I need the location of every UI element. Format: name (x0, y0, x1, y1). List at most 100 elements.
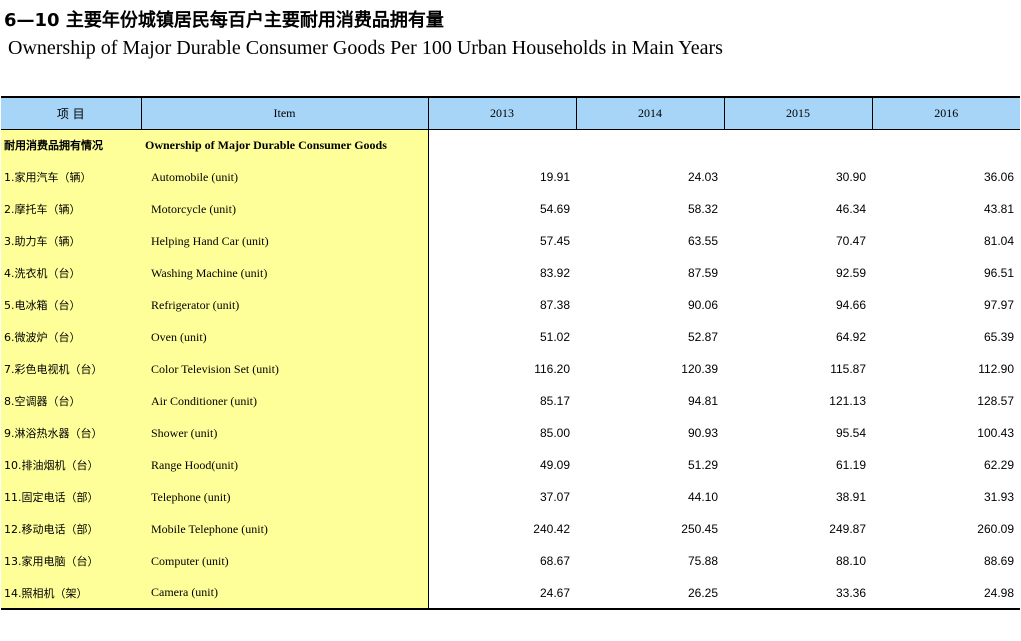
table-row: 2.摩托车（辆） Motorcycle (unit) 54.69 58.32 46.34… (1, 193, 1020, 225)
value-cell-2013: 240.42 (533, 522, 570, 536)
value-cell-2013: 87.38 (539, 298, 570, 312)
value-cell-2015: 61.19 (835, 458, 866, 472)
value-cell-2013: 54.69 (539, 202, 570, 216)
row-label-cn: 14.照相机（架） (1, 577, 141, 610)
value-cell-2016: 128.57 (977, 394, 1014, 408)
value-cell-2015: 115.87 (830, 362, 866, 376)
value-cell-2016: 43.81 (983, 202, 1014, 216)
value-cell-2016: 24.98 (872, 577, 1020, 610)
table-row: 12.移动电话（部） Mobile Telephone (unit) 240.42 2… (1, 513, 1020, 545)
table-row: 11.固定电话（部） Telephone (unit) 37.07 44.10 38.9… (1, 481, 1020, 513)
value-cell-2015: 30.90 (835, 170, 866, 184)
row-label-cn: 8.空调器（台） (1, 385, 141, 417)
value-cell-2014: 63.55 (687, 234, 718, 248)
value-cell-2014: 51.29 (687, 458, 718, 472)
value-cell-2015: 121.13 (829, 394, 866, 408)
value-cell-2013: 57.45 (539, 234, 570, 248)
value-cell-2015: 38.91 (835, 490, 866, 504)
empty-cell (576, 129, 724, 161)
row-label-en: Automobile (unit) (141, 161, 429, 193)
value-cell-2015: 95.54 (835, 426, 866, 440)
value-cell-2014: 44.10 (687, 490, 718, 504)
value-cell-2016: 88.69 (983, 554, 1014, 568)
section-row: 耐用消费品拥有情况 Ownership of Major Durable Con… (1, 129, 1020, 161)
row-label-en: Telephone (unit) (141, 481, 429, 513)
section-label-en: Ownership of Major Durable Consumer Good… (141, 129, 429, 161)
value-cell-2015: 92.59 (835, 266, 866, 280)
page-title-en: Ownership of Major Durable Consumer Good… (8, 37, 723, 59)
table-row: 5.电冰箱（台） Refrigerator (unit) 87.38 90.06 94.… (1, 289, 1020, 321)
value-cell-2014: 250.45 (681, 522, 718, 536)
row-label-en: Motorcycle (unit) (141, 193, 429, 225)
row-label-cn: 9.淋浴热水器（台） (1, 417, 141, 449)
value-cell-2016: 31.93 (983, 490, 1014, 504)
value-cell-2016: 36.06 (983, 170, 1014, 184)
value-cell-2015: 64.92 (835, 330, 866, 344)
value-cell-2014: 26.25 (576, 577, 724, 610)
value-cell-2014: 52.87 (687, 330, 718, 344)
row-label-en: Color Television Set (unit) (141, 353, 429, 385)
table-row: 13.家用电脑（台） Computer (unit) 68.67 75.88 88.10… (1, 545, 1020, 577)
row-label-cn: 6.微波炉（台） (1, 321, 141, 353)
durable-goods-table: 项 目 Item 2013 2014 2015 2016 耐用消费品拥有情况 O… (1, 96, 1020, 610)
value-cell-2014: 24.03 (687, 170, 718, 184)
value-cell-2016: 62.29 (983, 458, 1014, 472)
value-cell-2013: 85.17 (539, 394, 570, 408)
value-cell-2013: 116.20 (534, 362, 570, 376)
value-cell-2016: 97.97 (983, 298, 1014, 312)
row-label-en: Mobile Telephone (unit) (141, 513, 429, 545)
value-cell-2013: 68.67 (539, 554, 570, 568)
value-cell-2013: 85.00 (539, 426, 570, 440)
value-cell-2016: 81.04 (983, 234, 1014, 248)
row-label-cn: 11.固定电话（部） (1, 481, 141, 513)
row-label-cn: 2.摩托车（辆） (1, 193, 141, 225)
value-cell-2016: 96.51 (983, 266, 1014, 280)
empty-cell (428, 129, 576, 161)
table-row: 4.洗衣机（台） Washing Machine (unit) 83.92 87.59… (1, 257, 1020, 289)
column-header-2013: 2013 (427, 96, 576, 130)
table-row: 10.排油烟机（台） Range Hood(unit) 49.09 51.29 61.1… (1, 449, 1020, 481)
section-label-cn: 耐用消费品拥有情况 (1, 129, 141, 161)
row-label-en: Shower (unit) (141, 417, 429, 449)
row-label-cn: 12.移动电话（部） (1, 513, 141, 545)
value-cell-2015: 46.34 (835, 202, 866, 216)
value-cell-2013: 19.91 (539, 170, 570, 184)
value-cell-2016: 65.39 (983, 330, 1014, 344)
value-cell-2016: 100.43 (977, 426, 1014, 440)
table-row: 1.家用汽车（辆） Automobile (unit) 19.91 24.03 30.9… (1, 161, 1020, 193)
table-header-row: 项 目 Item 2013 2014 2015 2016 (1, 96, 1020, 130)
value-cell-2014: 87.59 (687, 266, 718, 280)
row-label-en: Helping Hand Car (unit) (141, 225, 429, 257)
value-cell-2015: 33.36 (724, 577, 872, 610)
page-title-cn: 6—10 主要年份城镇居民每百户主要耐用消费品拥有量 (4, 10, 444, 31)
row-label-en: Computer (unit) (141, 545, 429, 577)
row-label-cn: 1.家用汽车（辆） (1, 161, 141, 193)
empty-cell (872, 129, 1020, 161)
row-label-cn: 13.家用电脑（台） (1, 545, 141, 577)
value-cell-2014: 75.88 (687, 554, 718, 568)
row-label-cn: 7.彩色电视机（台） (1, 353, 141, 385)
column-header-item-en: Item (140, 96, 428, 130)
value-cell-2014: 90.06 (687, 298, 718, 312)
row-label-en: Washing Machine (unit) (141, 257, 429, 289)
row-label-en: Refrigerator (unit) (141, 289, 429, 321)
row-label-cn: 10.排油烟机（台） (1, 449, 141, 481)
value-cell-2013: 24.67 (428, 577, 576, 610)
value-cell-2013: 49.09 (539, 458, 570, 472)
value-cell-2015: 249.87 (829, 522, 866, 536)
row-label-en: Camera (unit) (141, 577, 429, 610)
row-label-en: Air Conditioner (unit) (141, 385, 429, 417)
empty-cell (724, 129, 872, 161)
column-header-2015: 2015 (723, 96, 872, 130)
value-cell-2015: 70.47 (835, 234, 866, 248)
value-cell-2014: 90.93 (687, 426, 718, 440)
column-header-2016: 2016 (871, 96, 1020, 130)
value-cell-2015: 94.66 (835, 298, 866, 312)
row-label-en: Oven (unit) (141, 321, 429, 353)
value-cell-2013: 83.92 (539, 266, 570, 280)
row-label-cn: 3.助力车（辆） (1, 225, 141, 257)
table-row: 8.空调器（台） Air Conditioner (unit) 85.17 94.81… (1, 385, 1020, 417)
value-cell-2013: 51.02 (539, 330, 570, 344)
value-cell-2016: 260.09 (977, 522, 1014, 536)
table-row: 14.照相机（架） Camera (unit) 24.67 26.25 33.36 24.… (1, 577, 1020, 610)
